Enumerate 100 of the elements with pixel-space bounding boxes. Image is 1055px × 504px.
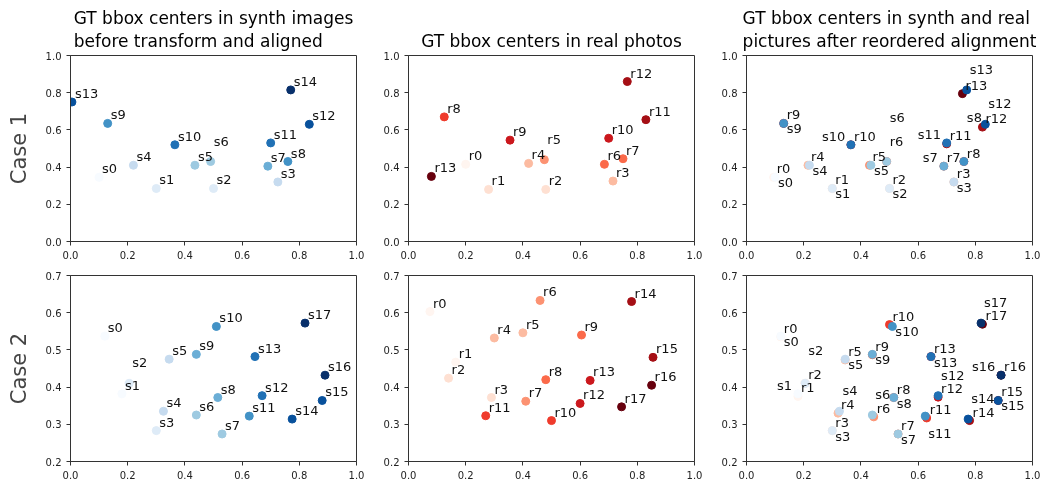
annotation: r6 [876, 400, 891, 416]
annotation: r1 [835, 172, 849, 188]
y-tick-label: 0.4 [45, 382, 62, 394]
annotation: r15 [656, 341, 678, 357]
y-tick-label: 0.8 [45, 87, 62, 99]
annotation: s13 [969, 61, 994, 77]
annotation: s1 [124, 377, 141, 393]
annotation: s16 [972, 359, 996, 375]
y-tick-label: 0.6 [45, 307, 62, 319]
annotation: s10 [821, 128, 846, 144]
y-tick-label: 0.0 [721, 236, 738, 248]
annotation: r8 [966, 145, 981, 161]
x-tick-label: 0.6 [234, 469, 251, 481]
annotation: r3 [835, 414, 849, 430]
y-axis-title: Case 2 [6, 332, 31, 405]
annotation: s0 [102, 161, 118, 177]
annotation: s1 [159, 172, 175, 188]
annotation: s4 [136, 149, 152, 165]
chart-title: GT bbox centers in synth and real pictures after reordered alignment [742, 7, 1037, 51]
annotation: s2 [216, 172, 232, 188]
annotation: s8 [290, 145, 306, 161]
y-tick-label: 0.8 [721, 87, 738, 99]
x-tick-label: 0.8 [629, 249, 646, 261]
x-tick-label: 0.8 [629, 469, 646, 481]
x-tick-label: 0.4 [176, 469, 193, 481]
annotation: s3 [835, 428, 851, 444]
annotation: s6 [889, 109, 905, 125]
x-tick-label: 0.0 [400, 469, 417, 481]
x-tick-label: 0.0 [738, 469, 755, 481]
annotation: s2 [892, 186, 908, 202]
annotation: s4 [166, 395, 182, 411]
y-tick-label: 0.6 [721, 307, 738, 319]
annotation: r2 [892, 172, 907, 188]
annotation: r13 [593, 364, 615, 380]
annotation: s1 [776, 377, 793, 393]
x-tick-label: 0.0 [62, 469, 79, 481]
annotation: r16 [654, 369, 677, 385]
x-tick-label: 0.8 [291, 469, 308, 481]
annotation: s0 [778, 175, 794, 191]
y-tick-label: 0.5 [721, 344, 738, 356]
annotation: s0 [107, 320, 123, 336]
annotation: r6 [543, 284, 557, 300]
x-tick-label: 0.2 [119, 469, 136, 481]
annotation: r1 [800, 380, 815, 396]
y-tick-label: 0.6 [721, 124, 738, 136]
x-tick-label: 0.6 [910, 249, 927, 261]
annotation: r9 [786, 107, 801, 123]
annotation: r4 [841, 397, 855, 413]
y-tick-label: 0.4 [721, 382, 738, 394]
y-tick-label: 0.4 [383, 162, 400, 174]
annotation: r10 [611, 122, 634, 138]
annotation: r6 [607, 148, 622, 164]
annotation: s3 [159, 414, 175, 430]
annotation: s13 [933, 354, 958, 370]
annotation: r7 [626, 142, 640, 158]
annotation: s5 [172, 343, 188, 359]
annotation: s13 [257, 340, 282, 356]
annotation: s6 [875, 387, 891, 402]
x-tick-label: 1.0 [1024, 469, 1041, 481]
y-tick-label: 0.3 [383, 419, 400, 431]
y-tick-label: 0.6 [383, 307, 400, 319]
annotation: r2 [808, 367, 822, 383]
annotation: r5 [872, 149, 887, 165]
y-tick-label: 1.0 [383, 50, 400, 62]
x-tick-label: 0.2 [795, 469, 812, 481]
x-tick-label: 0.0 [400, 249, 417, 261]
x-tick-label: 0.4 [514, 469, 531, 481]
annotation: r10 [853, 128, 876, 144]
annotation: r13 [933, 340, 956, 356]
annotation: r6 [889, 133, 904, 149]
y-tick-label: 0.4 [721, 162, 738, 174]
y-tick-label: 1.0 [721, 50, 738, 62]
annotation: r15 [1001, 384, 1024, 400]
annotation: s16 [328, 359, 352, 375]
y-tick-label: 0.7 [721, 270, 738, 282]
annotation: s5 [197, 149, 213, 165]
x-tick-label: 0.6 [572, 469, 589, 481]
x-tick-label: 1.0 [1024, 249, 1041, 261]
y-tick-label: 0.0 [383, 236, 400, 248]
y-tick-label: 0.3 [721, 419, 738, 431]
annotation: s5 [873, 163, 889, 179]
annotation: s14 [295, 403, 319, 419]
annotation: s15 [1001, 398, 1025, 414]
annotation: r13 [434, 160, 457, 176]
y-tick-label: 0.6 [45, 124, 62, 136]
annotation: s2 [808, 343, 824, 359]
x-tick-label: 0.2 [795, 249, 812, 261]
annotation: s4 [842, 383, 858, 399]
annotation: s12 [312, 108, 336, 124]
annotation: s11 [273, 126, 298, 142]
annotation: r14 [972, 404, 995, 420]
annotation: s4 [812, 163, 828, 179]
annotation: r2 [451, 362, 466, 378]
y-tick-label: 0.2 [45, 199, 62, 211]
annotation: r7 [901, 417, 915, 433]
annotation: r17 [985, 308, 1008, 324]
annotation: r3 [615, 165, 630, 181]
x-tick-label: 0.2 [119, 249, 136, 261]
annotation: s11 [928, 426, 952, 442]
y-tick-label: 0.2 [383, 456, 400, 468]
